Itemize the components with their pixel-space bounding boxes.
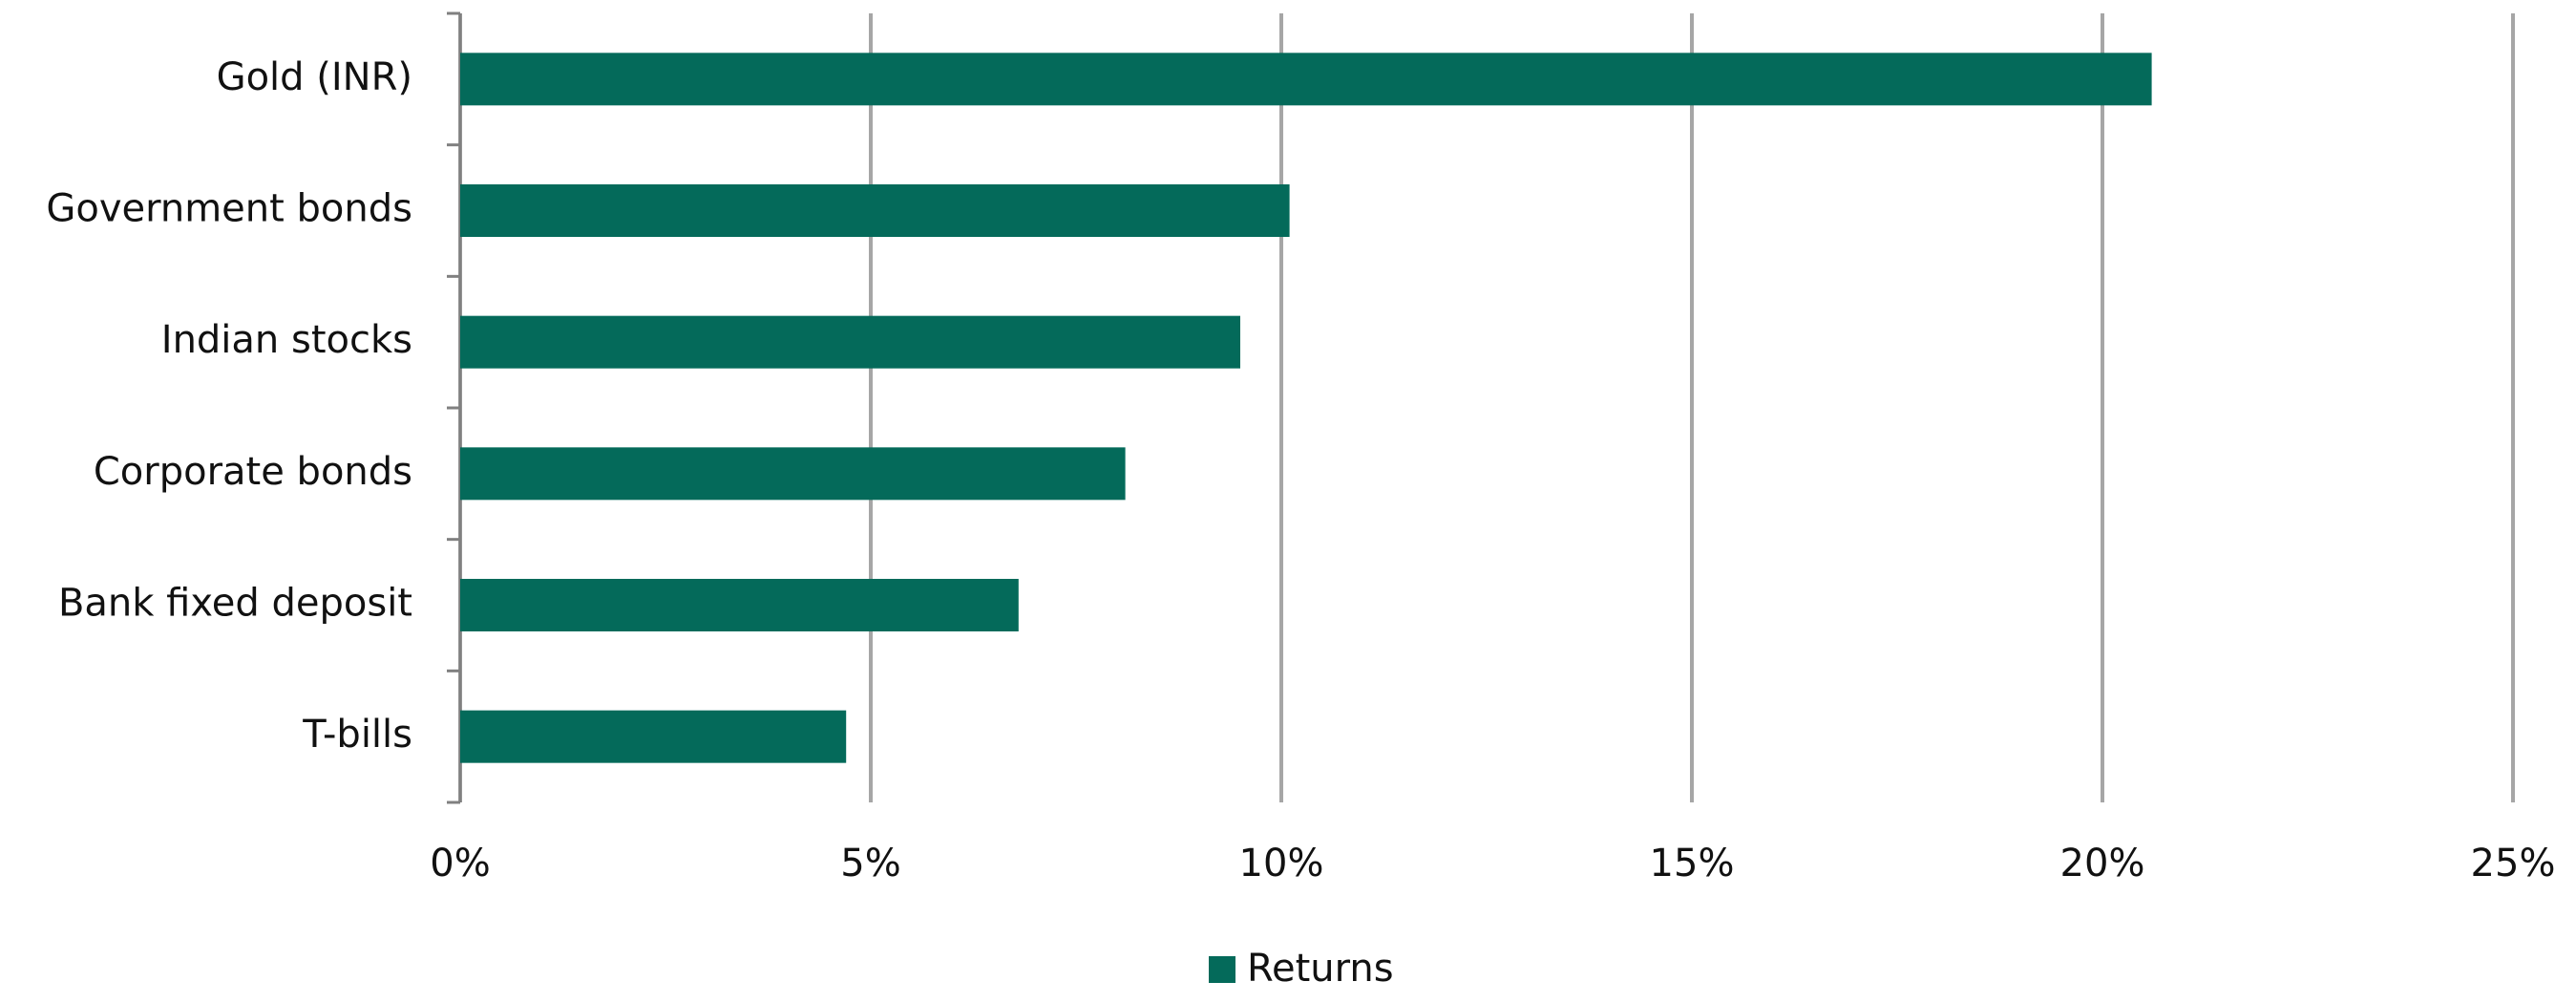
y-tick-label: Bank fixed deposit — [58, 582, 412, 626]
x-tick-label: 20% — [2060, 842, 2145, 886]
y-tick-label: Indian stocks — [161, 318, 412, 362]
x-tick-label: 25% — [2471, 842, 2556, 886]
bar — [460, 53, 2152, 106]
bar — [460, 447, 1126, 501]
x-tick-label: 0% — [430, 842, 490, 886]
x-tick-label: 15% — [1650, 842, 1735, 886]
legend-label: Returns — [1247, 947, 1394, 991]
x-tick-label: 10% — [1239, 842, 1324, 886]
y-tick-label: Corporate bonds — [94, 450, 412, 494]
bar — [460, 579, 1019, 631]
y-tick-label: T-bills — [302, 713, 412, 757]
bar — [460, 184, 1290, 237]
y-tick-label: Gold (INR) — [217, 55, 412, 99]
y-tick-label: Government bonds — [46, 187, 412, 231]
x-tick-label: 5% — [840, 842, 900, 886]
bar — [460, 710, 847, 763]
legend-swatch — [1209, 956, 1235, 983]
bar — [460, 315, 1240, 369]
